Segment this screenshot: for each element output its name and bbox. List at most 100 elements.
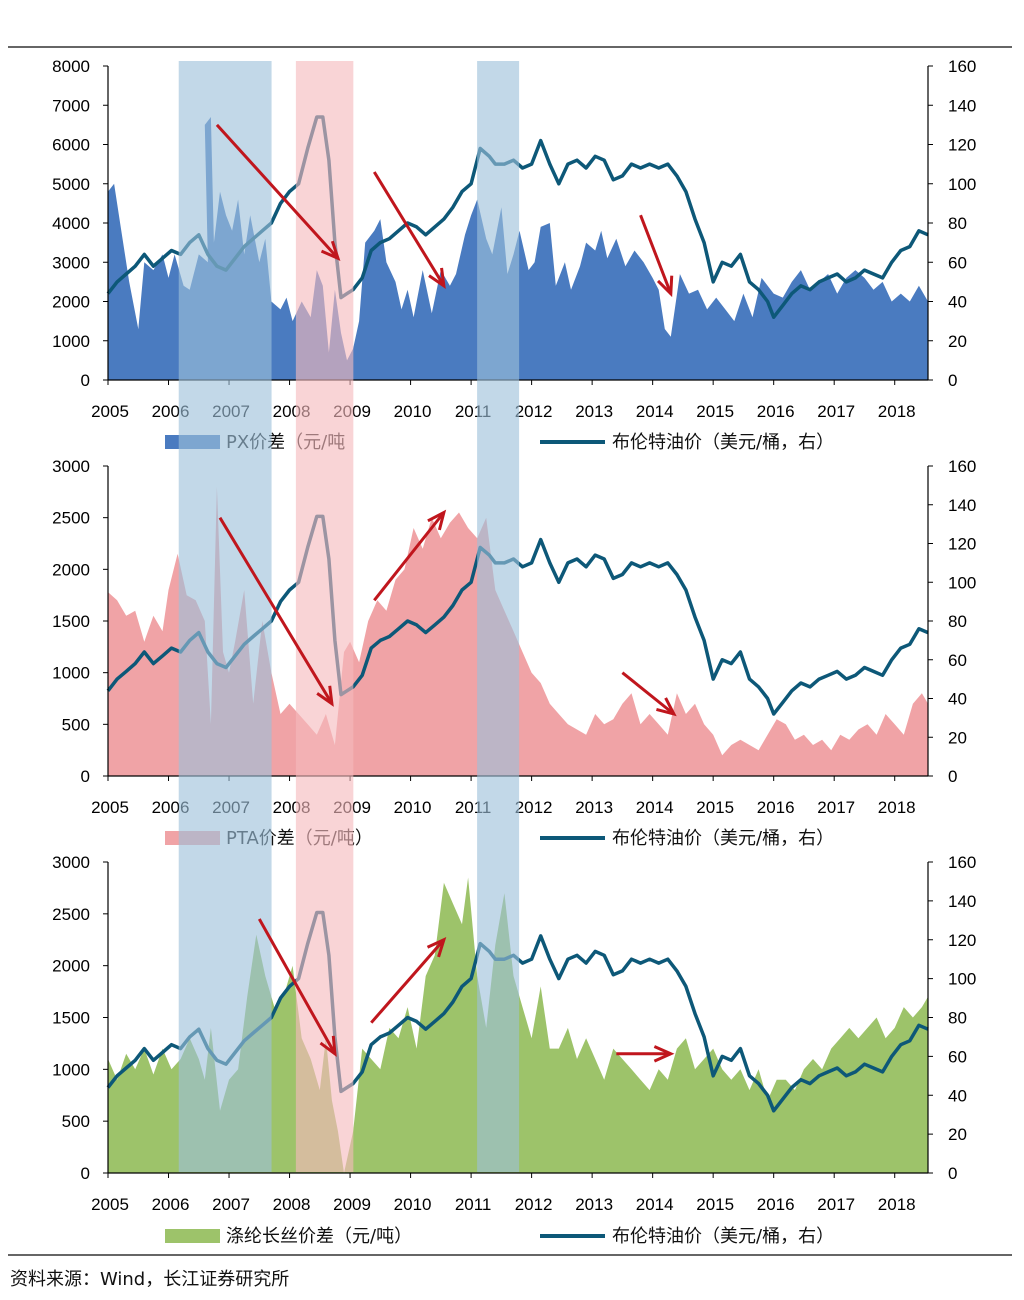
x-tick-label: 2015 — [696, 402, 734, 421]
trend-arrow-head — [426, 936, 447, 958]
right-tick-label: 60 — [948, 253, 967, 272]
right-tick-label: 60 — [948, 1047, 967, 1066]
x-tick-label: 2018 — [878, 798, 916, 817]
right-tick-label: 0 — [948, 371, 957, 390]
x-tick-label: 2014 — [636, 402, 674, 421]
left-tick-label: 5000 — [52, 175, 90, 194]
left-tick-label: 3000 — [52, 253, 90, 272]
trend-arrow-shaft — [373, 511, 446, 602]
left-tick-label: 1000 — [52, 664, 90, 683]
x-tick-label: 2006 — [152, 1195, 190, 1214]
x-tick-label: 2010 — [394, 1195, 432, 1214]
right-tick-label: 40 — [948, 293, 967, 312]
trend-arrow-head — [428, 267, 446, 289]
right-tick-label: 160 — [948, 853, 976, 872]
right-tick-label: 100 — [948, 970, 976, 989]
x-tick-label: 2007 — [212, 1195, 250, 1214]
right-tick-label: 140 — [948, 892, 976, 911]
trend-arrow-shaft — [639, 214, 673, 295]
x-tick-label: 2012 — [515, 402, 553, 421]
left-tick-label: 1000 — [52, 332, 90, 351]
right-tick-label: 60 — [948, 651, 967, 670]
left-tick-label: 3000 — [52, 853, 90, 872]
left-tick-label: 0 — [81, 767, 90, 786]
x-tick-label: 2005 — [91, 1195, 129, 1214]
x-tick-label: 2018 — [878, 402, 916, 421]
trend-arrow-shaft — [215, 123, 340, 260]
right-tick-label: 120 — [948, 136, 976, 155]
left-tick-label: 8000 — [52, 57, 90, 76]
left-tick-label: 1500 — [52, 612, 90, 631]
x-tick-label: 2016 — [757, 1195, 795, 1214]
trend-arrow-head — [656, 275, 674, 298]
left-tick-label: 2000 — [52, 293, 90, 312]
trend-arrow-shaft — [372, 171, 446, 287]
left-tick-label: 0 — [81, 1164, 90, 1183]
shaded-period-blue — [178, 61, 272, 1172]
left-tick-label: 3000 — [52, 457, 90, 476]
x-tick-label: 2010 — [394, 402, 432, 421]
x-tick-label: 2017 — [817, 1195, 855, 1214]
x-tick-label: 2015 — [696, 1195, 734, 1214]
x-tick-label: 2016 — [757, 798, 795, 817]
x-tick-label: 2016 — [757, 402, 795, 421]
trend-arrow-head — [656, 697, 677, 717]
left-tick-label: 4000 — [52, 214, 90, 233]
right-tick-label: 0 — [948, 767, 957, 786]
right-tick-label: 0 — [948, 1164, 957, 1183]
right-tick-label: 140 — [948, 96, 976, 115]
x-tick-label: 2008 — [273, 1195, 311, 1214]
right-tick-label: 120 — [948, 535, 976, 554]
legend: 涤纶长丝价差（元/吨） 布伦特油价（美元/桶，右） — [165, 1226, 834, 1247]
x-tick-label: 2009 — [333, 1195, 371, 1214]
right-tick-label: 160 — [948, 57, 976, 76]
left-tick-label: 1000 — [52, 1060, 90, 1079]
left-tick-label: 1500 — [52, 1009, 90, 1028]
right-tick-label: 100 — [948, 175, 976, 194]
shaded-period-red — [295, 61, 354, 1172]
x-tick-label: 2017 — [817, 798, 855, 817]
trend-arrow-shaft — [218, 516, 334, 705]
x-tick-label: 2013 — [575, 798, 613, 817]
trend-arrow-head — [316, 685, 334, 707]
left-tick-label: 7000 — [52, 96, 90, 115]
x-tick-label: 2011 — [455, 1195, 492, 1214]
right-tick-label: 80 — [948, 612, 967, 631]
trend-arrows — [215, 123, 677, 1063]
x-tick-label: 2012 — [515, 798, 553, 817]
legend-label-brent: 布伦特油价（美元/桶，右） — [612, 1226, 834, 1247]
legend-label-brent: 布伦特油价（美元/桶，右） — [612, 432, 834, 453]
legend-swatch-area — [165, 1229, 220, 1243]
left-tick-label: 500 — [62, 715, 90, 734]
right-tick-label: 160 — [948, 457, 976, 476]
x-tick-label: 2010 — [394, 798, 432, 817]
legend-label-brent: 布伦特油价（美元/桶，右） — [612, 828, 834, 849]
x-tick-label: 2017 — [817, 402, 855, 421]
x-tick-label: 2014 — [636, 798, 674, 817]
trend-arrow-head — [320, 240, 341, 262]
legend-label-spread: 涤纶长丝价差（元/吨） — [226, 1226, 412, 1247]
shaded-period-blue — [477, 61, 520, 1172]
left-tick-label: 2500 — [52, 509, 90, 528]
trend-arrow-head — [653, 1045, 675, 1063]
trend-arrow-shaft — [257, 918, 337, 1055]
trend-arrow-shaft — [370, 938, 445, 1024]
left-tick-label: 500 — [62, 1112, 90, 1131]
left-tick-label: 2000 — [52, 560, 90, 579]
source-note: 资料来源：Wind，长江证券研究所 — [10, 1269, 289, 1290]
trend-arrow-shaft — [621, 671, 675, 716]
right-tick-label: 20 — [948, 1125, 967, 1144]
x-tick-label: 2015 — [696, 798, 734, 817]
right-tick-label: 80 — [948, 1009, 967, 1028]
shaded-periods — [178, 61, 520, 1172]
left-tick-label: 2500 — [52, 905, 90, 924]
right-tick-label: 20 — [948, 332, 967, 351]
x-tick-label: 2018 — [878, 1195, 916, 1214]
left-tick-label: 6000 — [52, 136, 90, 155]
x-tick-label: 2005 — [91, 798, 129, 817]
right-tick-label: 20 — [948, 728, 967, 747]
right-tick-label: 140 — [948, 496, 976, 515]
right-tick-label: 40 — [948, 1086, 967, 1105]
right-tick-label: 120 — [948, 931, 976, 950]
